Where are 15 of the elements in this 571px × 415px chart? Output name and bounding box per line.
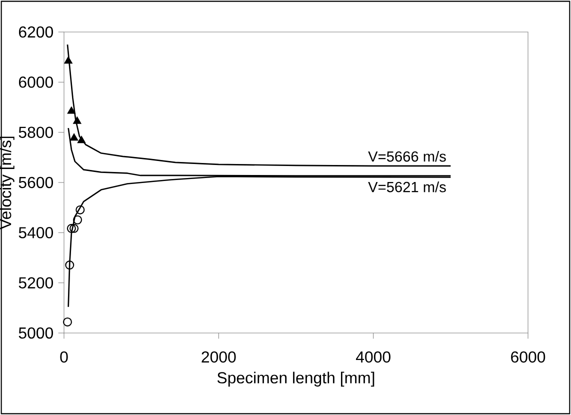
y-tick-label: 5200 — [18, 277, 54, 288]
y-tick-label: 6200 — [18, 26, 54, 38]
y-axis-title: Velocity [m/s] — [0, 136, 14, 230]
y-tick-label: 5800 — [18, 126, 54, 138]
x-tick-label: 0 — [60, 351, 68, 363]
y-tick-label: 5600 — [18, 176, 54, 188]
y-tick-label: 5000 — [18, 327, 54, 339]
x-tick-label: 2000 — [202, 351, 236, 363]
y-tick-label: 6000 — [18, 76, 54, 88]
x-axis-title: Specimen length [mm] — [217, 372, 374, 387]
x-tick-label: 6000 — [511, 351, 546, 363]
x-tick-label: 4000 — [356, 351, 390, 363]
y-tick-label: 5400 — [18, 227, 54, 238]
annotation: V=5621 m/s — [368, 181, 446, 192]
annotation: V=5666 m/s — [368, 150, 446, 162]
